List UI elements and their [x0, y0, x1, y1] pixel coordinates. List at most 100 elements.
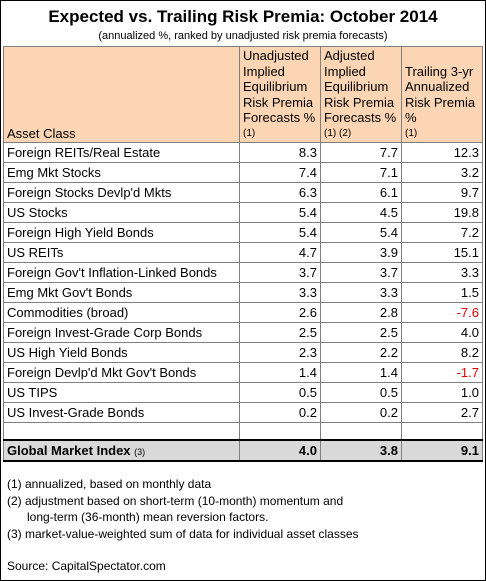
total-note: (3)	[134, 447, 146, 457]
note: (2) adjustment based on short-term (10-m…	[7, 493, 344, 508]
value-cell: 15.1	[401, 242, 483, 263]
blank-row	[3, 422, 483, 441]
value-cell: 2.7	[401, 402, 483, 423]
column-label: Adjusted Implied Equilibrium Risk Premia…	[324, 48, 397, 125]
blank-cell	[320, 422, 402, 441]
value-cell: 4.5	[320, 202, 402, 223]
label-cell: US Invest-Grade Bonds	[3, 402, 240, 423]
value-cell: 1.5	[401, 282, 483, 303]
total-value: 4.0	[239, 439, 321, 462]
value-cell: 7.2	[401, 222, 483, 243]
table-row: Foreign Devlp'd Mkt Gov't Bonds 1.4 1.4 -1.…	[3, 362, 483, 383]
total-value: 3.8	[320, 439, 402, 462]
label-cell: US Stocks	[3, 202, 240, 223]
label-cell: Emg Mkt Stocks	[3, 162, 240, 183]
note: long-term (36-month) mean reversion fact…	[27, 510, 269, 524]
table-row: Foreign High Yield Bonds 5.4 5.4 7.2	[3, 222, 483, 243]
column-label: Unadjusted Implied Equilibrium Risk Prem…	[243, 48, 316, 125]
value-cell: 8.2	[401, 342, 483, 363]
table-row: Foreign Invest-Grade Corp Bonds 2.5 2.5 4.0	[3, 322, 483, 343]
value-cell: 12.3	[401, 142, 483, 163]
label-cell: Foreign Stocks Devlp'd Mkts	[3, 182, 240, 203]
column-label: Trailing 3-yr Annualized Risk Premia %	[405, 63, 476, 126]
note: (3) market-value-weighted sum of data fo…	[7, 526, 359, 541]
value-cell: 2.3	[239, 342, 321, 363]
column-label: Asset Class	[7, 125, 76, 141]
label-cell: Foreign High Yield Bonds	[3, 222, 240, 243]
value-cell: 0.5	[239, 382, 321, 403]
table-row: US High Yield Bonds 2.3 2.2 8.2	[3, 342, 483, 363]
table-row: Foreign Gov't Inflation-Linked Bonds 3.7 3…	[3, 262, 483, 283]
column-note: (1) (2)	[324, 127, 352, 139]
value-cell: 1.4	[239, 362, 321, 383]
value-cell: 3.3	[239, 282, 321, 303]
label-cell: US High Yield Bonds	[3, 342, 240, 363]
value-cell: 1.4	[320, 362, 402, 383]
source: Source: CapitalSpectator.com	[7, 559, 166, 573]
table: Asset Class Unadjusted Implied Equilibriu…	[3, 46, 483, 462]
label-cell: US TIPS	[3, 382, 240, 403]
column-header: Asset Class	[3, 46, 240, 143]
value-cell: 2.2	[320, 342, 402, 363]
value-cell: 1.0	[401, 382, 483, 403]
value-cell: 0.5	[320, 382, 402, 403]
blank-cell	[3, 422, 240, 441]
value-cell: 2.5	[320, 322, 402, 343]
subtitle: (annualized %, ranked by unadjusted risk…	[98, 30, 388, 42]
header-row: Asset Class Unadjusted Implied Equilibriu…	[3, 46, 483, 143]
table-row: Emg Mkt Gov't Bonds 3.3 3.3 1.5	[3, 282, 483, 303]
total-row: Global Market Index (3) 4.0 3.8 9.1	[3, 439, 483, 462]
value-cell: 5.4	[320, 222, 402, 243]
table-row: US REITs 4.7 3.9 15.1	[3, 242, 483, 263]
column-header: Unadjusted Implied Equilibrium Risk Prem…	[239, 46, 321, 143]
value-cell: 2.8	[320, 302, 402, 323]
label-cell: Foreign REITs/Real Estate	[3, 142, 240, 163]
column-note: (1)	[243, 127, 256, 139]
label-cell: Foreign Devlp'd Mkt Gov't Bonds	[3, 362, 240, 383]
value-cell: -1.7	[401, 362, 483, 383]
notes: (1) annualized, based on monthly data (2)…	[7, 476, 359, 542]
value-cell: 19.8	[401, 202, 483, 223]
value-cell: 0.2	[239, 402, 321, 423]
total-value: 9.1	[401, 439, 483, 462]
column-header: Adjusted Implied Equilibrium Risk Premia…	[320, 46, 402, 143]
value-cell: 7.4	[239, 162, 321, 183]
table-row: Commodities (broad) 2.6 2.8 -7.6	[3, 302, 483, 323]
value-cell: 5.4	[239, 222, 321, 243]
value-cell: 3.3	[320, 282, 402, 303]
column-header: Trailing 3-yr Annualized Risk Premia % (1…	[401, 46, 483, 143]
value-cell: 5.4	[239, 202, 321, 223]
label-cell: US REITs	[3, 242, 240, 263]
blank-cell	[401, 422, 483, 441]
value-cell: 3.3	[401, 262, 483, 283]
value-cell: 2.6	[239, 302, 321, 323]
value-cell: 3.9	[320, 242, 402, 263]
title: Expected vs. Trailing Risk Premia: Octob…	[48, 7, 438, 26]
value-cell: 6.1	[320, 182, 402, 203]
value-cell: 7.7	[320, 142, 402, 163]
total-name: Global Market Index	[7, 443, 131, 458]
label-cell: Commodities (broad)	[3, 302, 240, 323]
note: (1) annualized, based on monthly data	[7, 477, 212, 491]
table-row: Foreign REITs/Real Estate 8.3 7.7 12.3	[3, 142, 483, 163]
label-cell: Foreign Gov't Inflation-Linked Bonds	[3, 262, 240, 283]
value-cell: 6.3	[239, 182, 321, 203]
value-cell: -7.6	[401, 302, 483, 323]
value-cell: 9.7	[401, 182, 483, 203]
value-cell: 3.2	[401, 162, 483, 183]
value-cell: 4.0	[401, 322, 483, 343]
value-cell: 7.1	[320, 162, 402, 183]
value-cell: 3.7	[239, 262, 321, 283]
column-note: (1)	[405, 127, 418, 139]
label-cell: Emg Mkt Gov't Bonds	[3, 282, 240, 303]
table-row: US Stocks 5.4 4.5 19.8	[3, 202, 483, 223]
value-cell: 4.7	[239, 242, 321, 263]
value-cell: 0.2	[320, 402, 402, 423]
blank-cell	[239, 422, 321, 441]
value-cell: 2.5	[239, 322, 321, 343]
table-row: US TIPS 0.5 0.5 1.0	[3, 382, 483, 403]
total-label: Global Market Index (3)	[3, 439, 240, 462]
value-cell: 8.3	[239, 142, 321, 163]
value-cell: 3.7	[320, 262, 402, 283]
